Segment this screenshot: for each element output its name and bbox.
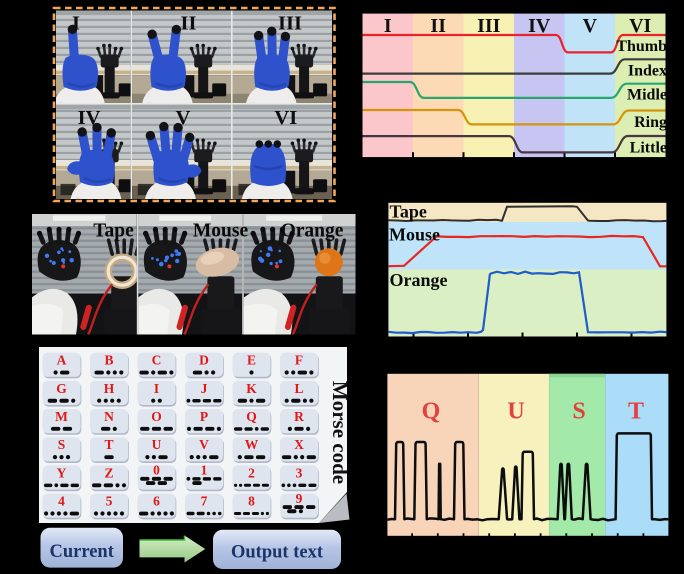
svg-text:VI: VI [274, 107, 297, 129]
svg-text:II: II [181, 12, 197, 34]
svg-text:A: A [57, 353, 67, 368]
svg-text:S: S [58, 437, 66, 452]
svg-text:C: C [152, 353, 162, 368]
svg-text:X: X [294, 437, 304, 452]
svg-text:Orange: Orange [390, 270, 448, 290]
svg-text:IV: IV [78, 107, 101, 129]
svg-text:3: 3 [296, 465, 303, 480]
svg-text:I: I [154, 381, 159, 396]
svg-text:Morse code: Morse code [328, 381, 352, 484]
svg-text:Y: Y [57, 465, 67, 480]
svg-text:IV: IV [528, 15, 551, 37]
svg-text:Tape: Tape [93, 220, 134, 241]
svg-text:K: K [246, 381, 257, 396]
svg-text:S: S [572, 399, 585, 425]
svg-text:4: 4 [58, 494, 65, 509]
svg-text:Z: Z [104, 465, 113, 480]
svg-text:M: M [55, 409, 68, 424]
svg-text:Tape: Tape [390, 201, 427, 221]
svg-text:5: 5 [106, 494, 113, 509]
svg-text:0: 0 [153, 463, 160, 478]
svg-text:Mouse: Mouse [193, 220, 249, 241]
svg-text:Thumb: Thumb [616, 38, 667, 55]
svg-text:F: F [295, 353, 303, 368]
svg-text:Output text: Output text [231, 543, 324, 563]
svg-text:7: 7 [201, 494, 208, 509]
svg-text:D: D [199, 353, 209, 368]
svg-text:R: R [294, 409, 304, 424]
svg-text:O: O [151, 409, 162, 424]
svg-text:Little: Little [630, 139, 667, 156]
svg-text:II: II [430, 15, 446, 37]
svg-text:9: 9 [296, 491, 303, 506]
svg-text:B: B [104, 353, 113, 368]
svg-text:I: I [72, 12, 80, 34]
svg-text:III: III [477, 15, 501, 37]
svg-text:8: 8 [248, 494, 255, 509]
svg-text:U: U [152, 437, 162, 452]
svg-text:I: I [384, 15, 392, 37]
svg-text:T: T [628, 399, 644, 425]
svg-text:T: T [104, 437, 113, 452]
svg-text:N: N [104, 409, 114, 424]
svg-text:E: E [247, 353, 256, 368]
svg-text:U: U [507, 399, 524, 425]
svg-text:W: W [245, 437, 259, 452]
svg-text:Orange: Orange [281, 220, 344, 241]
svg-text:H: H [104, 381, 115, 396]
svg-text:G: G [56, 381, 67, 396]
svg-text:Mouse: Mouse [389, 224, 440, 244]
svg-text:Ring: Ring [634, 114, 667, 131]
svg-text:III: III [278, 12, 302, 34]
svg-text:V: V [176, 107, 191, 129]
svg-text:P: P [200, 409, 208, 424]
svg-text:Q: Q [422, 399, 441, 425]
svg-text:1: 1 [201, 463, 208, 478]
svg-text:6: 6 [153, 494, 160, 509]
svg-text:2: 2 [248, 465, 255, 480]
svg-text:Midle: Midle [627, 87, 667, 104]
svg-text:V: V [583, 15, 598, 37]
svg-text:J: J [201, 381, 208, 396]
svg-text:Q: Q [246, 409, 257, 424]
svg-text:L: L [294, 381, 303, 396]
svg-text:Current: Current [49, 542, 114, 562]
svg-text:V: V [199, 437, 209, 452]
svg-text:Index: Index [628, 62, 667, 79]
svg-text:VI: VI [629, 15, 651, 37]
